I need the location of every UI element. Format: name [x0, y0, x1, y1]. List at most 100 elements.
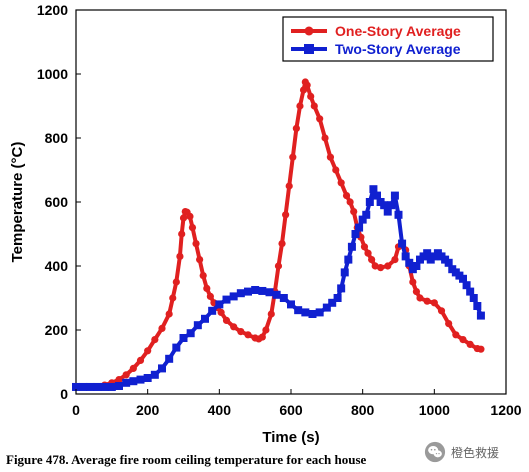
- data-point: [251, 286, 260, 294]
- data-point: [122, 371, 130, 379]
- data-point: [340, 268, 349, 277]
- data-point: [165, 310, 173, 318]
- data-point: [236, 289, 245, 298]
- data-point: [364, 249, 372, 257]
- data-point: [136, 356, 145, 364]
- y-tick-label: 400: [45, 258, 69, 274]
- data-point: [346, 198, 354, 206]
- data-point: [333, 294, 342, 302]
- data-point: [169, 294, 177, 302]
- data-point: [296, 102, 304, 110]
- data-point: [222, 316, 231, 324]
- data-point: [129, 364, 137, 372]
- data-point: [158, 364, 166, 373]
- data-point: [430, 299, 438, 307]
- data-point: [308, 310, 317, 318]
- data-point: [86, 382, 95, 391]
- x-tick-label: 1200: [490, 402, 521, 418]
- data-point: [459, 336, 467, 344]
- data-point: [387, 201, 396, 210]
- data-point: [287, 300, 295, 309]
- data-point: [373, 191, 381, 200]
- x-tick-label: 0: [72, 402, 80, 418]
- data-point: [369, 185, 378, 194]
- x-tick-label: 200: [136, 402, 160, 418]
- data-point: [405, 258, 414, 267]
- data-point: [444, 258, 453, 267]
- data-point: [445, 320, 453, 328]
- data-point: [282, 211, 290, 219]
- data-point: [332, 166, 340, 174]
- data-point: [230, 323, 238, 331]
- data-point: [466, 340, 474, 348]
- watermark-text: 橙色救援: [451, 445, 500, 460]
- data-point: [328, 298, 337, 307]
- data-point: [380, 201, 389, 210]
- plot-area: [75, 9, 507, 395]
- data-point: [178, 230, 186, 238]
- figure-caption: Figure 478. Average fire room ceiling te…: [6, 452, 367, 467]
- data-point: [165, 354, 174, 363]
- legend-box: [282, 16, 494, 62]
- data-point: [423, 249, 432, 258]
- data-point: [350, 208, 358, 216]
- data-point: [179, 214, 188, 222]
- data-point: [143, 374, 152, 382]
- data-point: [93, 382, 102, 391]
- legend-swatch: [291, 44, 327, 54]
- y-axis-title: Temperature (°C): [9, 142, 26, 263]
- data-point: [79, 382, 88, 391]
- data-point: [342, 192, 351, 200]
- data-point: [203, 284, 211, 292]
- data-point: [115, 376, 123, 384]
- data-point: [265, 288, 274, 297]
- data-point: [262, 326, 270, 334]
- data-point: [158, 324, 166, 332]
- data-point: [310, 102, 318, 110]
- y-tick-label: 200: [45, 322, 69, 338]
- wechat-logo-icon: [424, 441, 446, 463]
- data-point: [412, 262, 421, 270]
- x-axis-title: Time (s): [262, 429, 319, 446]
- legend: One-Story Average Two-Story Average: [282, 16, 494, 62]
- data-point: [462, 281, 471, 290]
- data-point: [237, 328, 245, 336]
- data-point: [186, 329, 195, 338]
- y-tick-label: 800: [45, 130, 69, 146]
- data-point: [365, 198, 374, 206]
- data-point: [376, 264, 385, 272]
- data-point: [294, 306, 303, 315]
- data-point: [272, 290, 281, 299]
- x-tick-label: 1000: [419, 402, 450, 418]
- data-point: [172, 343, 181, 352]
- data-point: [229, 292, 238, 301]
- data-point: [289, 153, 297, 161]
- y-tick-label: 0: [60, 386, 68, 402]
- data-point: [351, 230, 360, 238]
- data-point: [188, 224, 197, 232]
- legend-swatch: [291, 26, 327, 36]
- data-point: [196, 256, 204, 264]
- data-point: [344, 255, 353, 264]
- chart: 0 200 400 600 800 1000 1200 0 200 400 600 800 1000 12…: [9, 2, 522, 446]
- data-point: [193, 321, 202, 330]
- data-point: [477, 345, 485, 353]
- data-point: [390, 191, 399, 200]
- data-point: [192, 240, 200, 248]
- data-point: [423, 297, 431, 305]
- data-point: [274, 262, 283, 270]
- data-point: [383, 207, 392, 216]
- x-tick-label: 600: [279, 402, 303, 418]
- data-point: [217, 308, 225, 316]
- data-point: [222, 295, 231, 304]
- legend-label: Two-Story Average: [335, 41, 461, 57]
- data-point: [179, 334, 188, 342]
- data-point: [321, 134, 329, 142]
- data-point: [244, 287, 252, 296]
- y-tick-label: 1200: [37, 2, 68, 18]
- data-point: [107, 382, 116, 391]
- data-point: [412, 288, 421, 296]
- data-point: [258, 333, 266, 341]
- data-point: [267, 310, 275, 318]
- data-point: [337, 179, 345, 187]
